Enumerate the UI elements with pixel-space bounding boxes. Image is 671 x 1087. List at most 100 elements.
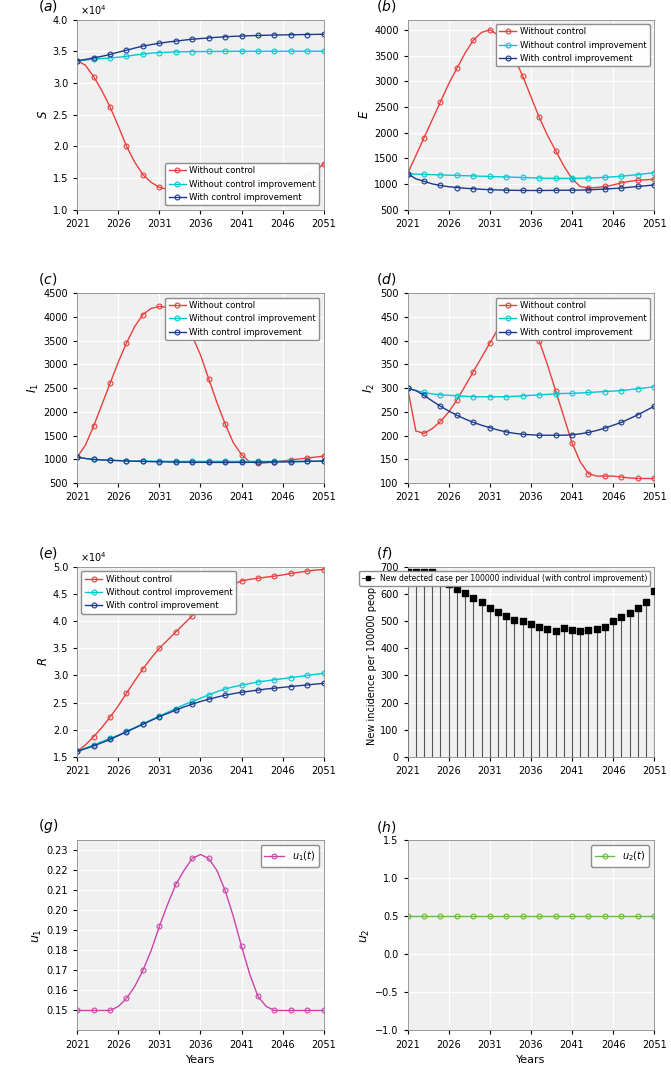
With control improvement: [172, 703, 180, 716]
With control improvement: [139, 455, 147, 468]
Without control: [262, 457, 270, 470]
Without control: [320, 563, 328, 576]
$u_2(t)$: [412, 910, 420, 923]
Line: Without control improvement: Without control improvement: [405, 385, 657, 399]
$u_2(t)$: [584, 910, 592, 923]
Without control improvement: [270, 673, 278, 686]
Without control: [576, 180, 584, 193]
Without control: [552, 384, 560, 397]
Without control improvement: [428, 168, 436, 182]
Without control improvement: [139, 454, 147, 467]
Without control improvement: [650, 380, 658, 393]
$u_2(t)$: [625, 910, 633, 923]
Legend: Without control, Without control improvement, With control improvement: Without control, Without control improve…: [165, 298, 319, 340]
Without control: [164, 301, 172, 314]
With control improvement: [270, 682, 278, 695]
With control improvement: [270, 455, 278, 468]
Without control improvement: [278, 672, 287, 685]
Without control improvement: [461, 390, 469, 403]
Without control improvement: [303, 45, 311, 58]
Without control improvement: [131, 49, 139, 62]
Without control improvement: [552, 387, 560, 400]
Without control improvement: [164, 454, 172, 467]
Point: [533, 617, 544, 635]
Without control improvement: [544, 388, 552, 401]
With control improvement: [123, 454, 131, 467]
Without control: [625, 175, 633, 188]
$u_2(t)$: [486, 910, 494, 923]
With control improvement: [262, 683, 270, 696]
Without control: [229, 436, 238, 449]
$u_1(t)$: [303, 1004, 311, 1017]
Without control improvement: [197, 691, 205, 704]
Without control improvement: [73, 451, 81, 464]
Y-axis label: $S$: $S$: [37, 110, 50, 120]
Without control: [90, 70, 98, 83]
Without control improvement: [98, 735, 106, 748]
With control improvement: [73, 745, 81, 758]
With control improvement: [139, 39, 147, 52]
$u_1(t)$: [213, 864, 221, 877]
Without control improvement: [106, 453, 114, 466]
Point: [649, 583, 660, 600]
Without control improvement: [287, 671, 295, 684]
$u_1(t)$: [147, 944, 155, 957]
Without control improvement: [625, 383, 633, 396]
With control improvement: [73, 451, 81, 464]
Without control improvement: [486, 390, 494, 403]
Text: $(d)$: $(d)$: [376, 272, 396, 287]
With control improvement: [164, 455, 172, 468]
With control improvement: [254, 455, 262, 468]
Without control: [73, 451, 81, 464]
Without control improvement: [139, 48, 147, 61]
Point: [616, 609, 627, 626]
$u_1(t)$: [254, 990, 262, 1003]
With control improvement: [98, 736, 106, 749]
Without control improvement: [403, 382, 411, 395]
Without control: [123, 140, 131, 153]
With control improvement: [592, 183, 601, 196]
Without control: [617, 471, 625, 484]
$u_2(t)$: [445, 910, 453, 923]
With control improvement: [81, 452, 89, 465]
Y-axis label: $R$: $R$: [37, 658, 50, 666]
Line: $u_2(t)$: $u_2(t)$: [405, 914, 657, 919]
Without control: [445, 77, 453, 90]
$u_2(t)$: [544, 910, 552, 923]
Without control improvement: [156, 454, 164, 467]
With control improvement: [642, 404, 650, 417]
Without control improvement: [295, 454, 303, 467]
Without control: [262, 174, 270, 187]
Without control: [262, 571, 270, 584]
Y-axis label: $E$: $E$: [358, 110, 371, 120]
Without control: [172, 183, 180, 196]
$u_2(t)$: [633, 910, 641, 923]
With control improvement: [156, 455, 164, 468]
Legend: Without control, Without control improvement, With control improvement: Without control, Without control improve…: [496, 24, 650, 66]
With control improvement: [156, 37, 164, 50]
Without control improvement: [494, 390, 502, 403]
Without control: [320, 158, 328, 171]
Without control improvement: [609, 171, 617, 184]
With control improvement: [90, 51, 98, 64]
Line: Without control improvement: Without control improvement: [74, 671, 326, 754]
$u_1(t)$: [172, 878, 180, 891]
With control improvement: [511, 184, 519, 197]
Without control improvement: [320, 45, 328, 58]
Without control improvement: [560, 172, 568, 185]
$u_1(t)$: [262, 1000, 270, 1013]
Without control improvement: [560, 387, 568, 400]
With control improvement: [131, 454, 139, 467]
$u_1(t)$: [106, 1004, 114, 1017]
$u_1(t)$: [311, 1004, 319, 1017]
$u_2(t)$: [436, 910, 444, 923]
Without control: [511, 303, 519, 316]
$u_1(t)$: [197, 848, 205, 861]
With control improvement: [560, 428, 568, 441]
Without control improvement: [478, 390, 486, 403]
Point: [402, 563, 413, 580]
$u_1(t)$: [81, 1004, 89, 1017]
Without control improvement: [114, 51, 122, 64]
With control improvement: [445, 180, 453, 193]
Without control improvement: [303, 669, 311, 682]
